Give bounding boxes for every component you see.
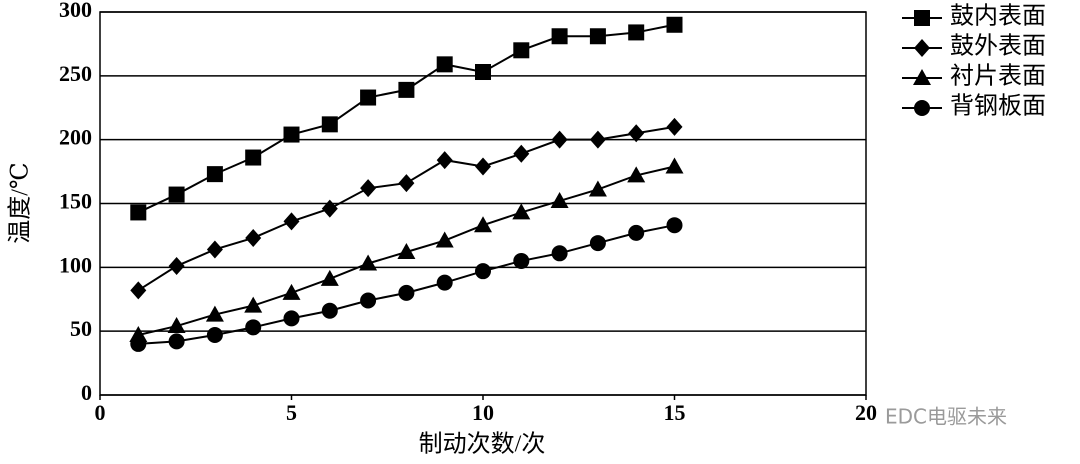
marker bbox=[282, 283, 301, 300]
marker bbox=[168, 186, 185, 203]
legend-label: 鼓外表面 bbox=[950, 33, 1046, 60]
x-axis-label: 制动次数/次 bbox=[419, 431, 546, 458]
legend-marker bbox=[914, 10, 930, 26]
marker bbox=[168, 333, 185, 350]
marker bbox=[167, 317, 186, 334]
marker bbox=[283, 310, 300, 327]
marker bbox=[130, 281, 147, 300]
marker bbox=[551, 130, 568, 149]
marker bbox=[245, 228, 262, 247]
marker bbox=[588, 180, 607, 197]
marker bbox=[283, 212, 300, 231]
marker bbox=[244, 296, 263, 313]
x-tick-label: 15 bbox=[664, 400, 686, 425]
x-tick-label: 0 bbox=[95, 400, 106, 425]
marker bbox=[513, 252, 530, 269]
marker bbox=[589, 28, 606, 45]
marker bbox=[397, 243, 416, 260]
marker bbox=[628, 24, 645, 41]
x-tick-label: 20 bbox=[855, 400, 877, 425]
marker bbox=[550, 191, 569, 208]
y-tick-label: 250 bbox=[59, 61, 92, 86]
y-tick-label: 50 bbox=[70, 316, 92, 341]
marker bbox=[474, 216, 492, 233]
marker bbox=[320, 269, 339, 286]
watermark: EDC电驱未来 bbox=[885, 405, 1007, 429]
marker bbox=[360, 89, 377, 106]
marker bbox=[551, 28, 568, 45]
marker bbox=[205, 305, 224, 322]
y-tick-label: 200 bbox=[59, 125, 92, 150]
marker bbox=[666, 16, 683, 33]
marker bbox=[436, 274, 453, 291]
marker bbox=[321, 199, 338, 218]
marker bbox=[321, 302, 338, 319]
marker bbox=[589, 130, 606, 149]
marker bbox=[475, 64, 491, 81]
legend-marker bbox=[914, 39, 930, 57]
y-axis-label: 温度/℃ bbox=[7, 162, 34, 244]
x-tick-label: 5 bbox=[286, 400, 297, 425]
marker bbox=[130, 335, 147, 352]
marker bbox=[398, 174, 415, 193]
legend-label: 衬片表面 bbox=[950, 63, 1046, 90]
marker bbox=[513, 42, 530, 59]
marker bbox=[360, 179, 377, 198]
marker bbox=[666, 117, 683, 136]
marker bbox=[398, 284, 415, 301]
series-line bbox=[137, 125, 675, 292]
marker bbox=[627, 166, 646, 183]
marker bbox=[206, 326, 223, 343]
y-tick-label: 300 bbox=[59, 0, 92, 22]
plot-frame bbox=[99, 11, 867, 396]
marker bbox=[398, 81, 415, 98]
marker bbox=[245, 149, 262, 166]
marker bbox=[321, 116, 338, 133]
marker bbox=[130, 204, 147, 221]
marker bbox=[436, 56, 453, 73]
marker bbox=[475, 157, 491, 176]
legend-label: 鼓内表面 bbox=[950, 3, 1046, 30]
marker bbox=[513, 144, 530, 163]
legend-marker bbox=[913, 69, 931, 85]
marker bbox=[512, 203, 531, 220]
marker bbox=[360, 292, 377, 309]
y-tick-label: 0 bbox=[81, 380, 92, 405]
marker bbox=[206, 240, 223, 259]
marker bbox=[628, 224, 645, 241]
marker bbox=[551, 245, 568, 262]
x-tick-label: 10 bbox=[472, 400, 494, 425]
marker bbox=[436, 151, 453, 170]
legend-label: 背钢板面 bbox=[950, 93, 1046, 120]
marker bbox=[206, 166, 223, 183]
marker bbox=[359, 254, 378, 271]
legend-marker bbox=[914, 100, 930, 116]
y-tick-label: 100 bbox=[59, 252, 92, 277]
marker bbox=[435, 231, 454, 248]
marker bbox=[245, 319, 262, 336]
marker bbox=[589, 235, 606, 252]
marker bbox=[628, 124, 645, 143]
marker bbox=[168, 257, 185, 276]
marker bbox=[283, 126, 300, 143]
y-tick-label: 150 bbox=[59, 189, 92, 214]
marker bbox=[475, 263, 491, 280]
marker bbox=[666, 217, 683, 234]
marker bbox=[665, 157, 684, 174]
